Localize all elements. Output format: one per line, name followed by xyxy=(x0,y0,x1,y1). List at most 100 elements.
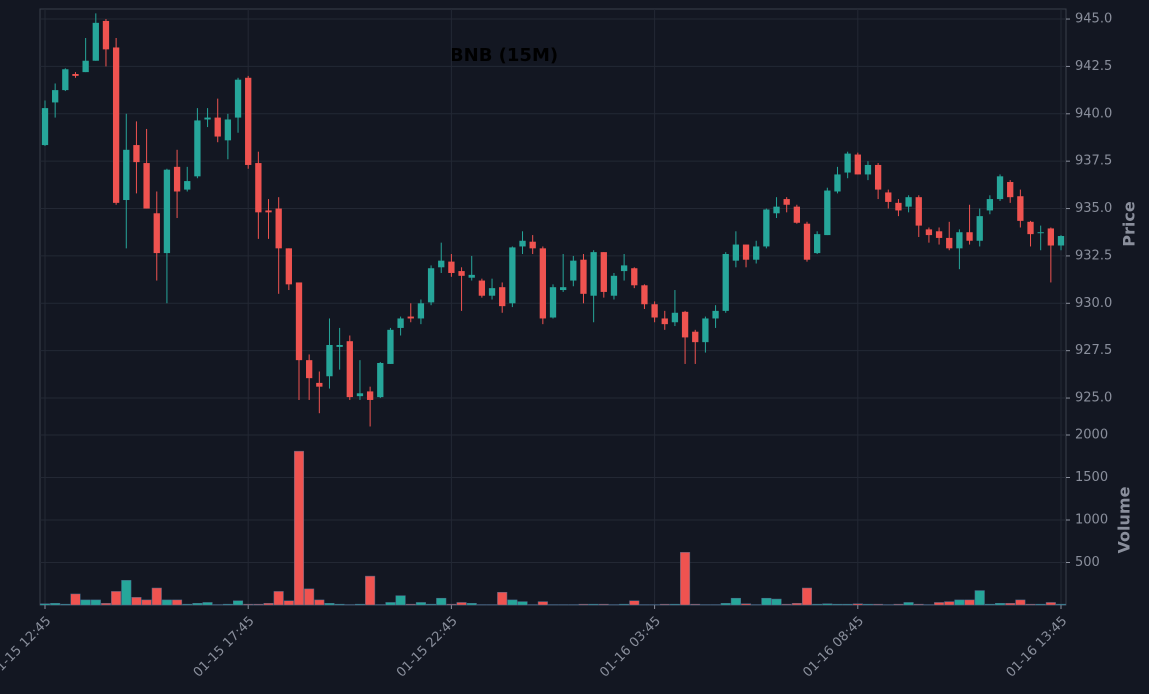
volume-bar xyxy=(944,601,955,606)
candle-body xyxy=(956,232,963,249)
volume-bar xyxy=(578,603,589,606)
candle-body xyxy=(895,202,902,211)
volume-bar xyxy=(121,580,132,606)
candle-body xyxy=(133,145,140,163)
y-tick-label: 927.5 xyxy=(1075,343,1112,358)
candle-body xyxy=(793,206,800,223)
candle-body xyxy=(245,77,252,165)
volume-bar xyxy=(161,599,172,606)
candle-body xyxy=(692,331,699,343)
volume-bar xyxy=(1015,599,1026,606)
volume-bar xyxy=(598,603,609,606)
candle-body xyxy=(438,260,445,268)
candle-body xyxy=(112,47,120,203)
volume-bar xyxy=(832,603,843,606)
y-tick-label: 945.0 xyxy=(1075,12,1112,27)
candle-body xyxy=(173,166,181,192)
candle-body xyxy=(92,22,99,61)
volume-bar xyxy=(964,599,975,606)
candle-body xyxy=(946,237,953,249)
volume-bar xyxy=(1005,603,1016,606)
candle-body xyxy=(935,231,943,238)
candle-body xyxy=(864,164,872,175)
volume-bar xyxy=(70,593,81,606)
candle-body xyxy=(549,287,557,318)
volume-bar xyxy=(781,603,792,606)
candle-body xyxy=(346,341,353,398)
candle-body xyxy=(1047,228,1054,246)
volume-bar xyxy=(263,603,274,606)
candle-body xyxy=(62,69,69,91)
volume-bar xyxy=(141,599,152,606)
candle-body xyxy=(661,318,668,325)
candle-body xyxy=(885,192,892,202)
volume-bar xyxy=(253,603,264,606)
candle-body xyxy=(590,252,597,296)
volume-bar xyxy=(273,591,284,606)
y-tick-label: 932.5 xyxy=(1075,248,1112,263)
candle-body xyxy=(72,73,79,76)
volume-bar xyxy=(690,603,701,606)
volume-bar xyxy=(913,603,924,606)
volume-bar xyxy=(202,602,213,606)
y-tick-label: 935.0 xyxy=(1075,201,1112,216)
y-tick-label: 930.0 xyxy=(1075,296,1112,311)
candle-body xyxy=(753,246,760,260)
candle-body xyxy=(996,176,1004,200)
volume-bar xyxy=(365,575,376,606)
candle-body xyxy=(1017,196,1024,221)
candle-body xyxy=(580,259,587,294)
volume-bar xyxy=(90,599,101,606)
candle-body xyxy=(275,208,282,249)
volume-bar xyxy=(426,603,437,606)
volume-bar xyxy=(903,602,914,606)
volume-bar xyxy=(974,590,985,606)
candle-body xyxy=(234,79,242,118)
price-axis-label: Price xyxy=(1120,201,1139,247)
volume-bar xyxy=(304,588,315,606)
candle-body xyxy=(874,164,882,190)
volume-bar xyxy=(446,603,457,606)
candle-body xyxy=(82,60,89,73)
volume-bar xyxy=(730,597,741,606)
chart-title: BNB (15M) xyxy=(450,45,558,66)
volume-bar xyxy=(893,603,904,606)
candle-body xyxy=(336,344,343,347)
candle-body xyxy=(499,287,506,307)
volume-bar xyxy=(791,603,802,606)
candle-body xyxy=(458,271,465,276)
candle-body xyxy=(641,285,648,305)
candle-body xyxy=(265,210,272,213)
candle-body xyxy=(915,197,922,226)
candle-body xyxy=(41,108,49,146)
volume-bar xyxy=(680,552,691,606)
candle-body xyxy=(631,268,638,286)
candle-body xyxy=(854,154,861,175)
volume-bar xyxy=(659,603,670,606)
volume-bar xyxy=(456,602,467,606)
candle-body xyxy=(102,20,110,50)
volume-axis-label: Volume xyxy=(1115,486,1134,553)
volume-bar xyxy=(233,600,244,606)
candle-body xyxy=(478,280,486,296)
volume-bar xyxy=(862,603,873,606)
y-tick-label: 925.0 xyxy=(1075,391,1112,406)
volume-bar xyxy=(50,603,61,606)
y-tick-label: 940.0 xyxy=(1075,106,1112,121)
candle-body xyxy=(377,362,384,398)
volume-bar xyxy=(243,603,254,606)
volume-bar xyxy=(415,602,426,606)
volume-bar xyxy=(588,603,599,606)
y-tick-label: 500 xyxy=(1075,555,1100,570)
candle-body xyxy=(468,274,475,278)
volume-bar xyxy=(334,603,345,606)
volume-bar xyxy=(1045,602,1056,606)
y-tick-label: 2000 xyxy=(1075,428,1108,443)
candle-body xyxy=(427,268,435,303)
candle-body xyxy=(163,169,171,254)
volume-bar xyxy=(517,601,528,606)
candle-body xyxy=(986,199,994,211)
candle-body xyxy=(326,344,333,377)
candle-body xyxy=(529,241,536,249)
